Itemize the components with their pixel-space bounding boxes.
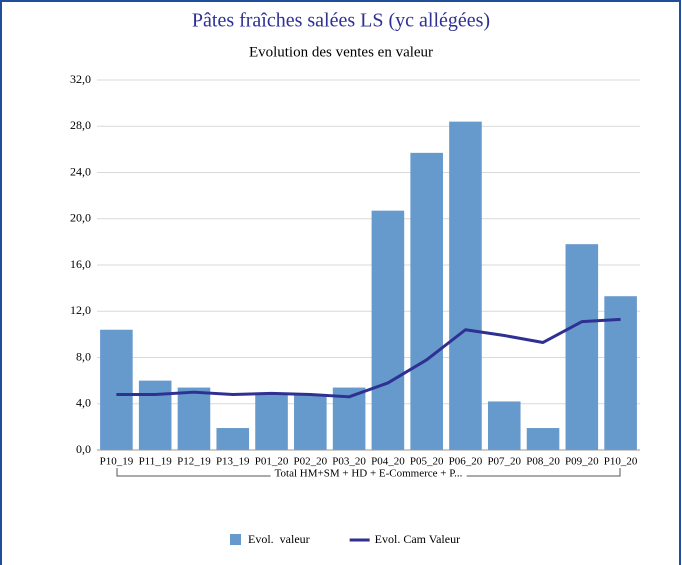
y-tick-label: 4,0 [76,396,91,410]
y-tick-label: 8,0 [76,349,91,363]
bar [371,210,405,450]
bar [216,428,250,450]
x-tick-label: P01_20 [255,456,289,468]
y-tick-label: 20,0 [70,211,91,225]
bar [526,428,560,450]
group-label: Total HM+SM + HD + E-Commerce + P... [275,468,463,480]
legend-label: Evol. Cam Valeur [375,532,460,546]
y-tick-label: 28,0 [70,118,91,132]
y-tick-label: 0,0 [76,442,91,456]
x-tick-label: P09_20 [565,456,599,468]
x-tick-label: P06_20 [449,456,483,468]
x-tick-label: P11_19 [139,456,173,468]
x-tick-label: P07_20 [487,456,521,468]
x-tick-label: P03_20 [332,456,366,468]
y-tick-label: 16,0 [70,257,91,271]
y-tick-label: 12,0 [70,303,91,317]
x-tick-label: P04_20 [371,456,405,468]
chart-title: Pâtes fraîches salées LS (yc allégées) [192,10,490,32]
legend-swatch [230,534,241,545]
x-tick-label: P10_19 [100,456,134,468]
x-tick-label: P02_20 [294,456,328,468]
y-tick-label: 24,0 [70,164,91,178]
x-tick-label: P08_20 [526,456,560,468]
bar [138,380,172,450]
x-tick-label: P05_20 [410,456,444,468]
y-tick-label: 32,0 [70,72,91,86]
bar [177,387,211,450]
line [116,317,621,399]
bar [255,394,288,450]
bar [604,296,637,450]
legend-label: Evol. valeur [248,532,310,546]
bar [449,121,482,450]
group-label-bg [270,467,467,480]
bar [100,329,133,450]
bar [487,401,521,450]
x-tick-label: P13_19 [216,456,250,468]
x-tick-label: P10_20 [604,456,638,468]
bar [294,394,327,450]
chart-subtitle: Evolution des ventes en valeur [249,44,433,60]
bar [565,244,599,450]
x-tick-label: P12_19 [177,456,211,468]
bar [410,152,443,450]
